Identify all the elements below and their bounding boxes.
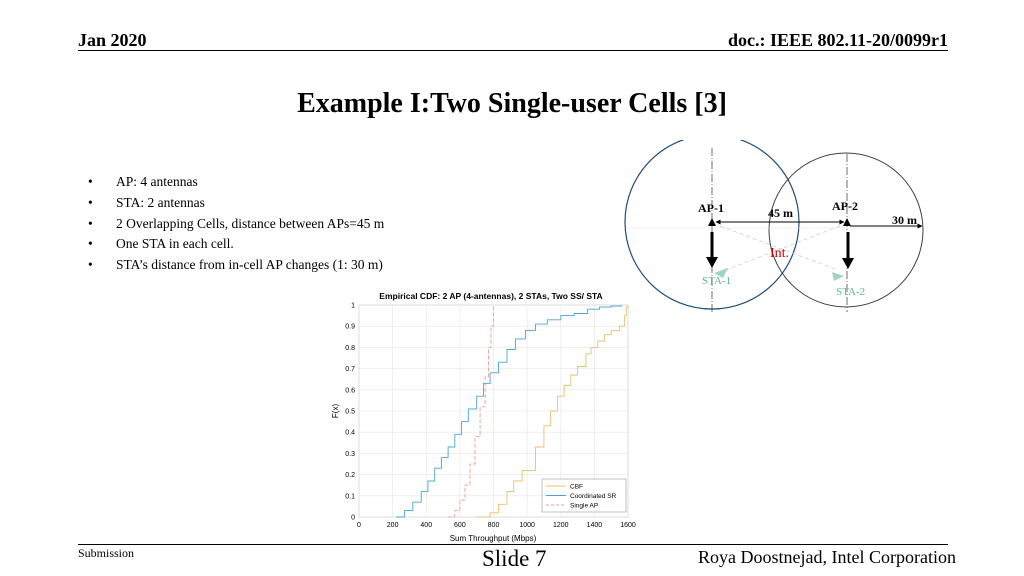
x-tick-labels: 0 200 400 600 800 1000 1200 1400 1600 (357, 522, 636, 529)
y-tick-label: 1 (351, 303, 355, 310)
bullet-item: 2 Overlapping Cells, distance between AP… (88, 214, 384, 235)
bullet-list: AP: 4 antennas STA: 2 antennas 2 Overlap… (88, 172, 384, 276)
y-tick-label: 0.6 (345, 387, 355, 394)
sta-2-label: STA-2 (836, 286, 865, 298)
sta-1-marker (714, 268, 728, 278)
series-line-cbf (476, 305, 629, 518)
y-tick-label: 0.7 (345, 366, 355, 373)
ap-2-label: AP-2 (832, 199, 858, 213)
y-tick-label: 0.5 (345, 409, 355, 416)
y-tick-label: 0.2 (345, 472, 355, 479)
footer-submission: Submission (78, 546, 135, 560)
cdf-chart: Empirical CDF: 2 AP (4-antennas), 2 STAs… (331, 291, 636, 543)
y-axis-label: F(x) (331, 404, 340, 419)
y-tick-label: 0.8 (345, 345, 355, 352)
y-tick-label: 0.3 (345, 451, 355, 458)
series-line-coordinated-sr (396, 305, 622, 518)
header-rule (78, 50, 948, 51)
slide-title: Example I:Two Single-user Cells [3] (297, 88, 727, 119)
x-tick-label: 0 (357, 522, 361, 529)
sta-1-label: STA-1 (702, 275, 731, 287)
series-lines (396, 305, 629, 518)
y-tick-label: 0 (351, 515, 355, 522)
ap-1-label: AP-1 (698, 201, 724, 215)
cell-diagram: AP-1 AP-2 45 m 30 m Int. STA-1 STA-2 (624, 140, 924, 312)
legend: CBF Coordinated SR Single AP (541, 478, 627, 513)
sta-2-marker (832, 272, 844, 281)
ap-1-antenna (708, 218, 716, 226)
bullet-item: One STA in each cell. (88, 234, 384, 255)
y-tick-label: 0.1 (345, 493, 355, 500)
header-date: Jan 2020 (78, 30, 147, 50)
interference-label: Int. (770, 246, 789, 261)
bullet-item: STA’s distance from in-cell AP changes (… (88, 255, 384, 276)
chart-title: Empirical CDF: 2 AP (4-antennas), 2 STAs… (379, 291, 602, 301)
legend-label-cbf: CBF (570, 484, 583, 491)
bullet-item: AP: 4 antennas (88, 172, 384, 193)
x-tick-label: 600 (454, 522, 466, 529)
slide-number: Slide 7 (482, 546, 547, 571)
radius-label: 30 m (892, 213, 917, 227)
header-doc-id: doc.: IEEE 802.11-20/0099r1 (727, 30, 948, 50)
legend-label-coordinated-sr: Coordinated SR (570, 493, 617, 500)
x-tick-label: 400 (420, 522, 432, 529)
ap-2-antenna (843, 218, 851, 226)
x-tick-label: 1200 (553, 522, 569, 529)
legend-label-single-ap: Single AP (570, 503, 598, 510)
cell-2-circle (768, 152, 924, 308)
interference-ray (725, 225, 841, 271)
distance-label: 45 m (768, 206, 793, 220)
ap-1-to-sta-1-head (706, 257, 718, 268)
y-tick-label: 0.4 (345, 430, 355, 437)
x-tick-label: 1400 (587, 522, 603, 529)
x-axis-label: Sum Throughput (Mbps) (450, 534, 537, 543)
y-tick-labels: 0 0.1 0.2 0.3 0.4 0.5 0.6 0.7 0.8 0.9 1 (345, 303, 355, 522)
x-tick-label: 200 (387, 522, 399, 529)
x-tick-label: 1600 (620, 522, 636, 529)
footer-author: Roya Doostnejad, Intel Corporation (698, 547, 956, 567)
ap-2-to-sta-2-head (842, 258, 854, 269)
series-line-single-ap (448, 305, 494, 518)
x-tick-label: 800 (488, 522, 500, 529)
footer-rule (78, 544, 948, 545)
x-tick-label: 1000 (519, 522, 535, 529)
bullet-item: STA: 2 antennas (88, 193, 384, 214)
y-tick-label: 0.9 (345, 324, 355, 331)
